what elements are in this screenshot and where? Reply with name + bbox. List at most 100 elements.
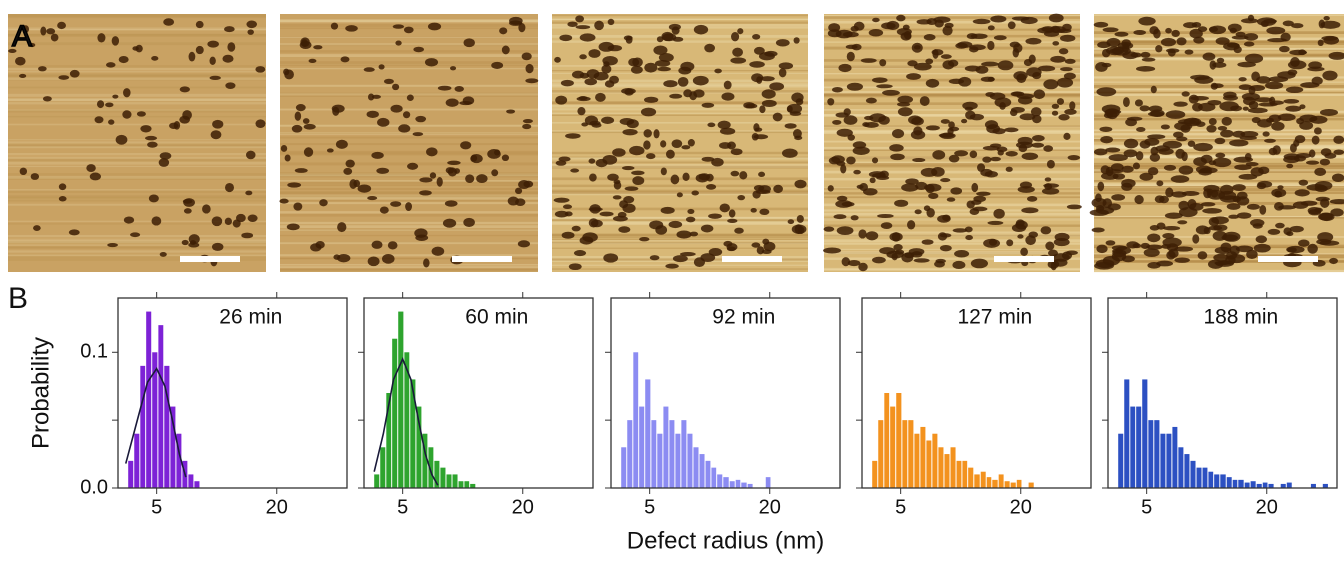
defect	[1121, 178, 1136, 188]
defect	[660, 140, 667, 148]
defect	[880, 222, 893, 230]
bar	[1124, 379, 1130, 488]
defect	[1296, 152, 1312, 159]
defect	[948, 121, 955, 129]
defect	[158, 158, 170, 167]
defect	[1143, 248, 1160, 258]
defect	[1121, 165, 1134, 173]
scan-streak	[824, 34, 1080, 38]
defect	[112, 94, 119, 99]
defect	[429, 172, 437, 179]
defect	[1221, 116, 1232, 126]
scan-streak	[280, 143, 538, 146]
defect	[279, 198, 289, 204]
defect	[577, 106, 586, 116]
defect	[761, 89, 776, 99]
defect	[337, 222, 347, 233]
defect	[835, 112, 849, 118]
defect	[1064, 108, 1077, 115]
defect	[836, 161, 846, 166]
defect	[859, 183, 868, 192]
scan-streak	[552, 18, 808, 21]
bar	[134, 433, 140, 488]
bar	[446, 474, 452, 488]
scan-streak	[280, 152, 538, 156]
scan-streak	[824, 109, 1080, 111]
defect	[1216, 57, 1225, 64]
scan-streak	[1094, 183, 1344, 186]
defect	[862, 122, 870, 127]
defect	[1155, 45, 1163, 53]
x-tick-label: 5	[397, 496, 408, 518]
scan-streak	[8, 240, 266, 243]
defect	[1058, 113, 1070, 121]
x-tick-label: 5	[644, 496, 655, 518]
defect	[772, 112, 783, 122]
defect	[625, 35, 633, 44]
defect	[303, 147, 314, 157]
panel-title: 26 min	[219, 306, 282, 329]
defect	[676, 192, 683, 198]
scan-streak	[552, 91, 808, 94]
defect	[1246, 249, 1258, 260]
defect	[964, 65, 981, 72]
defect	[255, 119, 266, 128]
defect	[1247, 107, 1268, 114]
defect	[1163, 226, 1181, 231]
defect	[823, 226, 835, 232]
defect	[987, 220, 1004, 225]
scan-streak	[552, 166, 808, 168]
defect	[981, 61, 999, 67]
scan-streak	[280, 175, 538, 178]
defect	[313, 45, 323, 50]
defect	[1050, 55, 1066, 63]
defect	[972, 18, 991, 25]
defect	[632, 176, 645, 186]
defect	[891, 253, 898, 261]
defect	[1209, 25, 1227, 35]
defect	[1166, 250, 1176, 260]
scan-streak	[280, 221, 538, 225]
bar	[188, 474, 194, 488]
defect	[891, 232, 901, 242]
scan-streak	[824, 93, 1080, 96]
defect	[145, 135, 158, 141]
scan-streak	[8, 173, 266, 176]
defect	[977, 163, 986, 172]
defect	[942, 214, 951, 221]
defect	[1064, 58, 1076, 64]
defect	[621, 165, 635, 171]
defect	[1199, 167, 1218, 174]
scan-streak	[8, 27, 266, 30]
defect	[969, 46, 979, 53]
defect	[952, 260, 966, 270]
defect	[225, 82, 236, 89]
defect	[669, 93, 683, 99]
bar	[158, 325, 164, 488]
defect	[1048, 13, 1064, 23]
defect	[445, 98, 459, 107]
bar	[170, 406, 176, 488]
defect	[1110, 163, 1124, 172]
defect	[558, 156, 571, 162]
x-tick-label: 20	[759, 496, 781, 518]
scan-streak	[552, 108, 808, 111]
defect	[840, 164, 847, 174]
defect	[132, 46, 139, 51]
scan-streak	[1094, 91, 1344, 94]
scan-streak	[280, 133, 538, 135]
scan-streak	[280, 36, 538, 39]
defect	[693, 24, 709, 35]
scan-streak	[280, 124, 538, 126]
defect	[331, 104, 345, 113]
defect	[15, 56, 26, 66]
scan-streak	[1094, 110, 1344, 113]
scale-bar	[994, 256, 1054, 262]
defect	[1052, 41, 1060, 46]
defect	[419, 177, 433, 183]
defect	[1192, 234, 1200, 244]
defect	[1244, 33, 1259, 41]
scan-streak	[8, 29, 266, 31]
defect	[950, 187, 963, 195]
defect	[561, 231, 575, 239]
